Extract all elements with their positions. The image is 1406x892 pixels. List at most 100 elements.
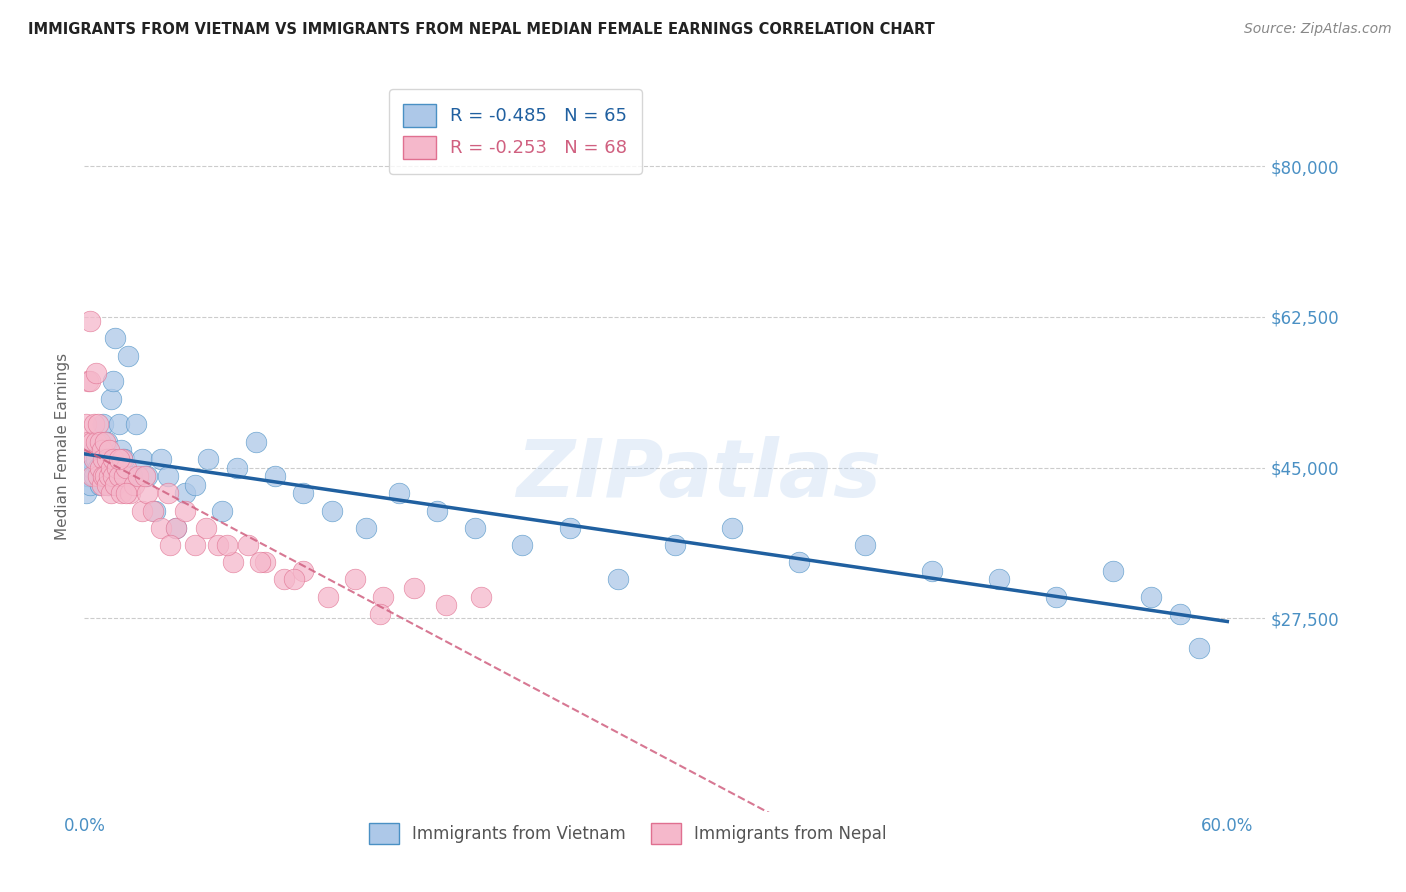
Point — [86, 460, 108, 475]
Point — [93, 451, 115, 466]
Point — [89, 477, 111, 491]
Point — [721, 521, 744, 535]
Point — [100, 486, 122, 500]
Point — [217, 538, 239, 552]
Point — [159, 538, 181, 552]
Point — [86, 417, 108, 432]
Point — [90, 469, 112, 483]
Point — [89, 460, 111, 475]
Point — [356, 521, 378, 535]
Point — [388, 486, 411, 500]
Point — [83, 417, 105, 432]
Point — [125, 417, 148, 432]
Point — [115, 486, 138, 500]
Point — [94, 469, 117, 483]
Point — [787, 555, 810, 569]
Point — [110, 443, 132, 458]
Point — [197, 451, 219, 466]
Point — [283, 573, 305, 587]
Point — [157, 486, 180, 500]
Y-axis label: Median Female Earnings: Median Female Earnings — [55, 352, 70, 540]
Point — [93, 417, 115, 432]
Text: IMMIGRANTS FROM VIETNAM VS IMMIGRANTS FROM NEPAL MEDIAN FEMALE EARNINGS CORRELAT: IMMIGRANTS FROM VIETNAM VS IMMIGRANTS FR… — [28, 22, 935, 37]
Point — [94, 434, 117, 449]
Point — [105, 469, 128, 483]
Point — [94, 451, 117, 466]
Point — [89, 434, 111, 449]
Point — [470, 590, 492, 604]
Point — [165, 521, 187, 535]
Point — [1140, 590, 1163, 604]
Point — [222, 555, 245, 569]
Point — [86, 469, 108, 483]
Point — [83, 451, 105, 466]
Point — [77, 434, 100, 449]
Point — [149, 451, 172, 466]
Point — [79, 314, 101, 328]
Point — [249, 555, 271, 569]
Point — [98, 443, 121, 458]
Point — [207, 538, 229, 552]
Point — [101, 451, 124, 466]
Point — [238, 538, 260, 552]
Point — [107, 469, 129, 483]
Point — [83, 443, 105, 458]
Point — [84, 366, 107, 380]
Point — [101, 469, 124, 483]
Point — [434, 598, 457, 612]
Point — [96, 477, 118, 491]
Point — [321, 503, 343, 517]
Point — [120, 486, 142, 500]
Legend: Immigrants from Vietnam, Immigrants from Nepal: Immigrants from Vietnam, Immigrants from… — [361, 816, 893, 851]
Point — [606, 573, 628, 587]
Point — [1168, 607, 1191, 621]
Point — [122, 477, 145, 491]
Point — [79, 375, 101, 389]
Point — [98, 469, 121, 483]
Point — [96, 434, 118, 449]
Point — [115, 460, 138, 475]
Point — [121, 469, 143, 483]
Point — [93, 460, 115, 475]
Point — [104, 331, 127, 345]
Point — [101, 451, 124, 466]
Point — [292, 486, 315, 500]
Point — [1045, 590, 1067, 604]
Point — [80, 469, 103, 483]
Point — [464, 521, 486, 535]
Point — [225, 460, 247, 475]
Point — [245, 434, 267, 449]
Point — [110, 486, 132, 500]
Point — [136, 469, 159, 483]
Point — [373, 590, 395, 604]
Point — [84, 451, 107, 466]
Point — [79, 477, 101, 491]
Point — [77, 469, 100, 483]
Point — [254, 555, 277, 569]
Point — [101, 375, 124, 389]
Point — [853, 538, 876, 552]
Text: Source: ZipAtlas.com: Source: ZipAtlas.com — [1244, 22, 1392, 37]
Point — [112, 451, 135, 466]
Point — [107, 417, 129, 432]
Point — [90, 443, 112, 458]
Point — [273, 573, 295, 587]
Point — [104, 477, 127, 491]
Point — [263, 469, 285, 483]
Point — [174, 503, 197, 517]
Point — [111, 451, 134, 466]
Point — [100, 460, 122, 475]
Point — [165, 521, 187, 535]
Point — [80, 460, 103, 475]
Point — [174, 486, 197, 500]
Point — [316, 590, 339, 604]
Point — [107, 451, 129, 466]
Point — [664, 538, 686, 552]
Point — [184, 538, 207, 552]
Point — [142, 503, 165, 517]
Point — [90, 443, 112, 458]
Point — [127, 469, 149, 483]
Text: ZIPatlas: ZIPatlas — [516, 436, 882, 515]
Point — [1188, 641, 1211, 656]
Point — [184, 477, 207, 491]
